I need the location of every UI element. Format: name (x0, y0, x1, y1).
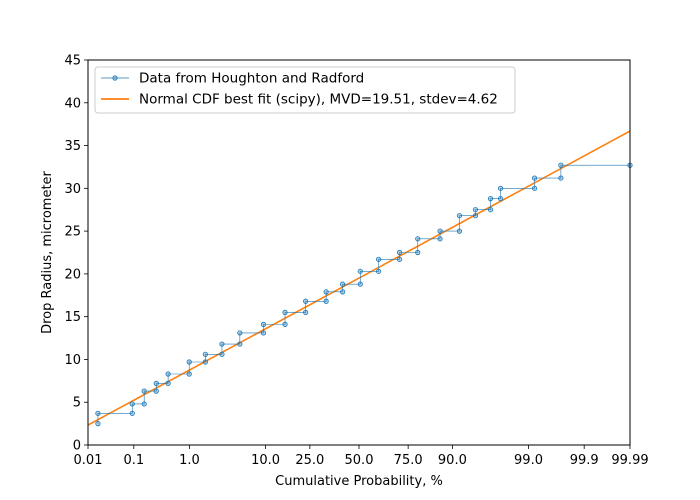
x-tick-label: 25.0 (295, 453, 324, 468)
data-point (487, 196, 494, 202)
x-tick-label: 0.1 (123, 453, 144, 468)
series-layer (87, 130, 633, 427)
y-tick-label: 40 (64, 96, 81, 111)
data-point (456, 213, 463, 219)
data-point (202, 359, 208, 365)
data-point (415, 249, 421, 256)
data-point (340, 289, 346, 295)
data-point (303, 298, 309, 304)
x-tick-label: 90.0 (438, 453, 467, 468)
x-tick-label: 10.0 (251, 453, 280, 468)
y-axis-label: Drop Radius, micrometer (40, 170, 55, 333)
x-tick-label: 1.0 (179, 453, 200, 468)
data-point (531, 185, 538, 191)
data-point (323, 289, 329, 295)
data-point (558, 175, 564, 181)
y-tick-label: 35 (64, 139, 81, 154)
y-tick-label: 5 (73, 396, 81, 411)
data-step-line (97, 164, 630, 424)
legend: Data from Houghton and Radford Normal CD… (94, 66, 516, 114)
data-point (141, 401, 147, 407)
x-tick-label: 0.01 (74, 453, 103, 468)
data-point (186, 359, 192, 365)
x-tick-label: 75.0 (394, 453, 423, 468)
y-tick-label: 20 (64, 267, 81, 282)
data-point (303, 309, 309, 315)
data-point (95, 421, 101, 427)
data-point (396, 256, 403, 262)
legend-marker-data (112, 75, 118, 81)
data-point (497, 185, 504, 191)
x-axis: 0.01 0.1 1.0 10.0 25.0 50.0 75.0 90.0 99.0 99.9 99… (74, 445, 649, 468)
y-tick-label: 30 (64, 182, 81, 197)
data-point (153, 388, 159, 394)
y-tick-label: 25 (64, 225, 81, 240)
data-point (472, 207, 479, 213)
x-tick-label: 50.0 (345, 453, 374, 468)
data-point (186, 371, 192, 377)
y-axis: 0 5 10 15 20 25 30 35 40 45 (64, 54, 88, 454)
data-point (129, 401, 135, 407)
data-point (260, 321, 267, 327)
data-point (396, 249, 403, 256)
data-point (282, 309, 288, 315)
x-axis-label: Cumulative Probability, % (275, 474, 443, 489)
data-point (260, 330, 267, 336)
x-tick-label: 99.0 (514, 453, 543, 468)
fit-line (87, 130, 631, 426)
data-point (237, 330, 243, 336)
data-point (237, 341, 243, 347)
data-point (129, 410, 135, 416)
data-point (340, 281, 346, 287)
data-point (219, 341, 225, 347)
data-point (437, 236, 443, 242)
data-point (165, 371, 171, 377)
data-point (202, 351, 208, 357)
data-point (437, 228, 443, 234)
data-point (282, 321, 288, 327)
data-point (323, 298, 329, 304)
data-point (357, 281, 363, 287)
y-tick-label: 15 (64, 310, 81, 325)
x-tick-label: 99.99 (611, 453, 648, 468)
data-point (375, 256, 382, 262)
data-point (357, 268, 363, 274)
data-point (497, 196, 504, 202)
y-tick-label: 10 (64, 353, 81, 368)
legend-label-fit: Normal CDF best fit (scipy), MVD=19.51, … (139, 92, 498, 108)
data-point (153, 380, 159, 386)
x-tick-label: 99.9 (570, 453, 599, 468)
data-point (558, 162, 564, 168)
data-point (456, 228, 463, 234)
data-point (487, 207, 494, 213)
y-tick-label: 45 (64, 54, 81, 69)
data-point (375, 268, 382, 274)
data-point (219, 351, 225, 357)
y-tick-label: 0 (73, 439, 81, 454)
data-point (95, 410, 101, 416)
legend-box (94, 66, 516, 114)
data-point (165, 380, 171, 386)
legend-label-data: Data from Houghton and Radford (139, 71, 364, 87)
data-point (141, 388, 147, 394)
data-point (472, 213, 479, 219)
data-point (531, 175, 538, 181)
data-point (415, 236, 421, 242)
